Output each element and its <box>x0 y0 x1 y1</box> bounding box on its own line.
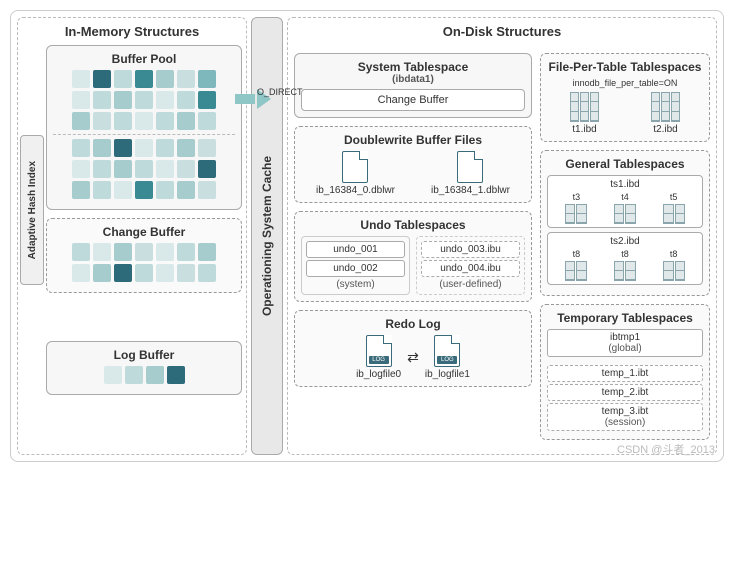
undo-tablespaces: Undo Tablespaces undo_001 undo_002 (syst… <box>294 211 532 302</box>
cycle-arrow-icon: ⇄ <box>407 349 419 366</box>
log-icon: LOG <box>434 335 460 367</box>
redo-file: LOG ib_logfile1 <box>425 335 470 380</box>
redo-log: Redo Log LOG ib_logfile0 ⇄ LOG ib_logfil… <box>294 310 532 387</box>
temp-global: ibtmp1(global) <box>547 329 703 357</box>
buffer-pool-pages-2 <box>72 139 216 199</box>
temp-session: temp_3.ibt(session) <box>547 403 703 431</box>
watermark: CSDN @斗者_2013 <box>617 441 715 457</box>
o-direct-arrow: O_DIRECT <box>235 89 271 109</box>
adaptive-hash-index: Adaptive Hash Index <box>20 135 44 285</box>
document-icon <box>342 151 368 183</box>
log-buffer: Log Buffer <box>46 341 242 395</box>
dblwr-file: ib_16384_1.dblwr <box>431 151 510 196</box>
log-buffer-pages <box>104 366 185 384</box>
tablespace-icon <box>570 92 600 122</box>
general-tablespaces: General Tablespaces ts1.ibd t3t4t5 ts2.i… <box>540 150 710 296</box>
system-tablespace: System Tablespace(ibdata1) Change Buffer <box>294 53 532 118</box>
doublewrite-buffer: Doublewrite Buffer Files ib_16384_0.dblw… <box>294 126 532 203</box>
on-disk-title: On-Disk Structures <box>294 24 710 39</box>
redo-file: LOG ib_logfile0 <box>356 335 401 380</box>
ts-group: ts1.ibd t3t4t5 <box>547 175 703 228</box>
document-icon <box>457 151 483 183</box>
in-memory-title: In-Memory Structures <box>22 24 242 39</box>
buffer-pool: Buffer Pool <box>46 45 242 210</box>
on-disk-section: On-Disk Structures System Tablespace(ibd… <box>287 17 717 455</box>
tablespace-icon <box>651 92 681 122</box>
ibd-file: t1.ibd <box>570 92 600 135</box>
architecture-diagram: In-Memory Structures Adaptive Hash Index… <box>10 10 724 462</box>
file-per-table: File-Per-Table Tablespaces innodb_file_p… <box>540 53 710 142</box>
in-memory-section: In-Memory Structures Adaptive Hash Index… <box>17 17 247 455</box>
sys-change-buffer: Change Buffer <box>301 89 525 111</box>
change-buffer-pages <box>72 243 216 282</box>
log-icon: LOG <box>366 335 392 367</box>
ts-group: ts2.ibd t8t8t8 <box>547 232 703 285</box>
ibd-file: t2.ibd <box>651 92 681 135</box>
buffer-pool-pages <box>72 70 216 130</box>
change-buffer: Change Buffer <box>46 218 242 293</box>
os-cache: Operationing System Cache <box>251 17 283 455</box>
temporary-tablespaces: Temporary Tablespaces ibtmp1(global) tem… <box>540 304 710 440</box>
dblwr-file: ib_16384_0.dblwr <box>316 151 395 196</box>
